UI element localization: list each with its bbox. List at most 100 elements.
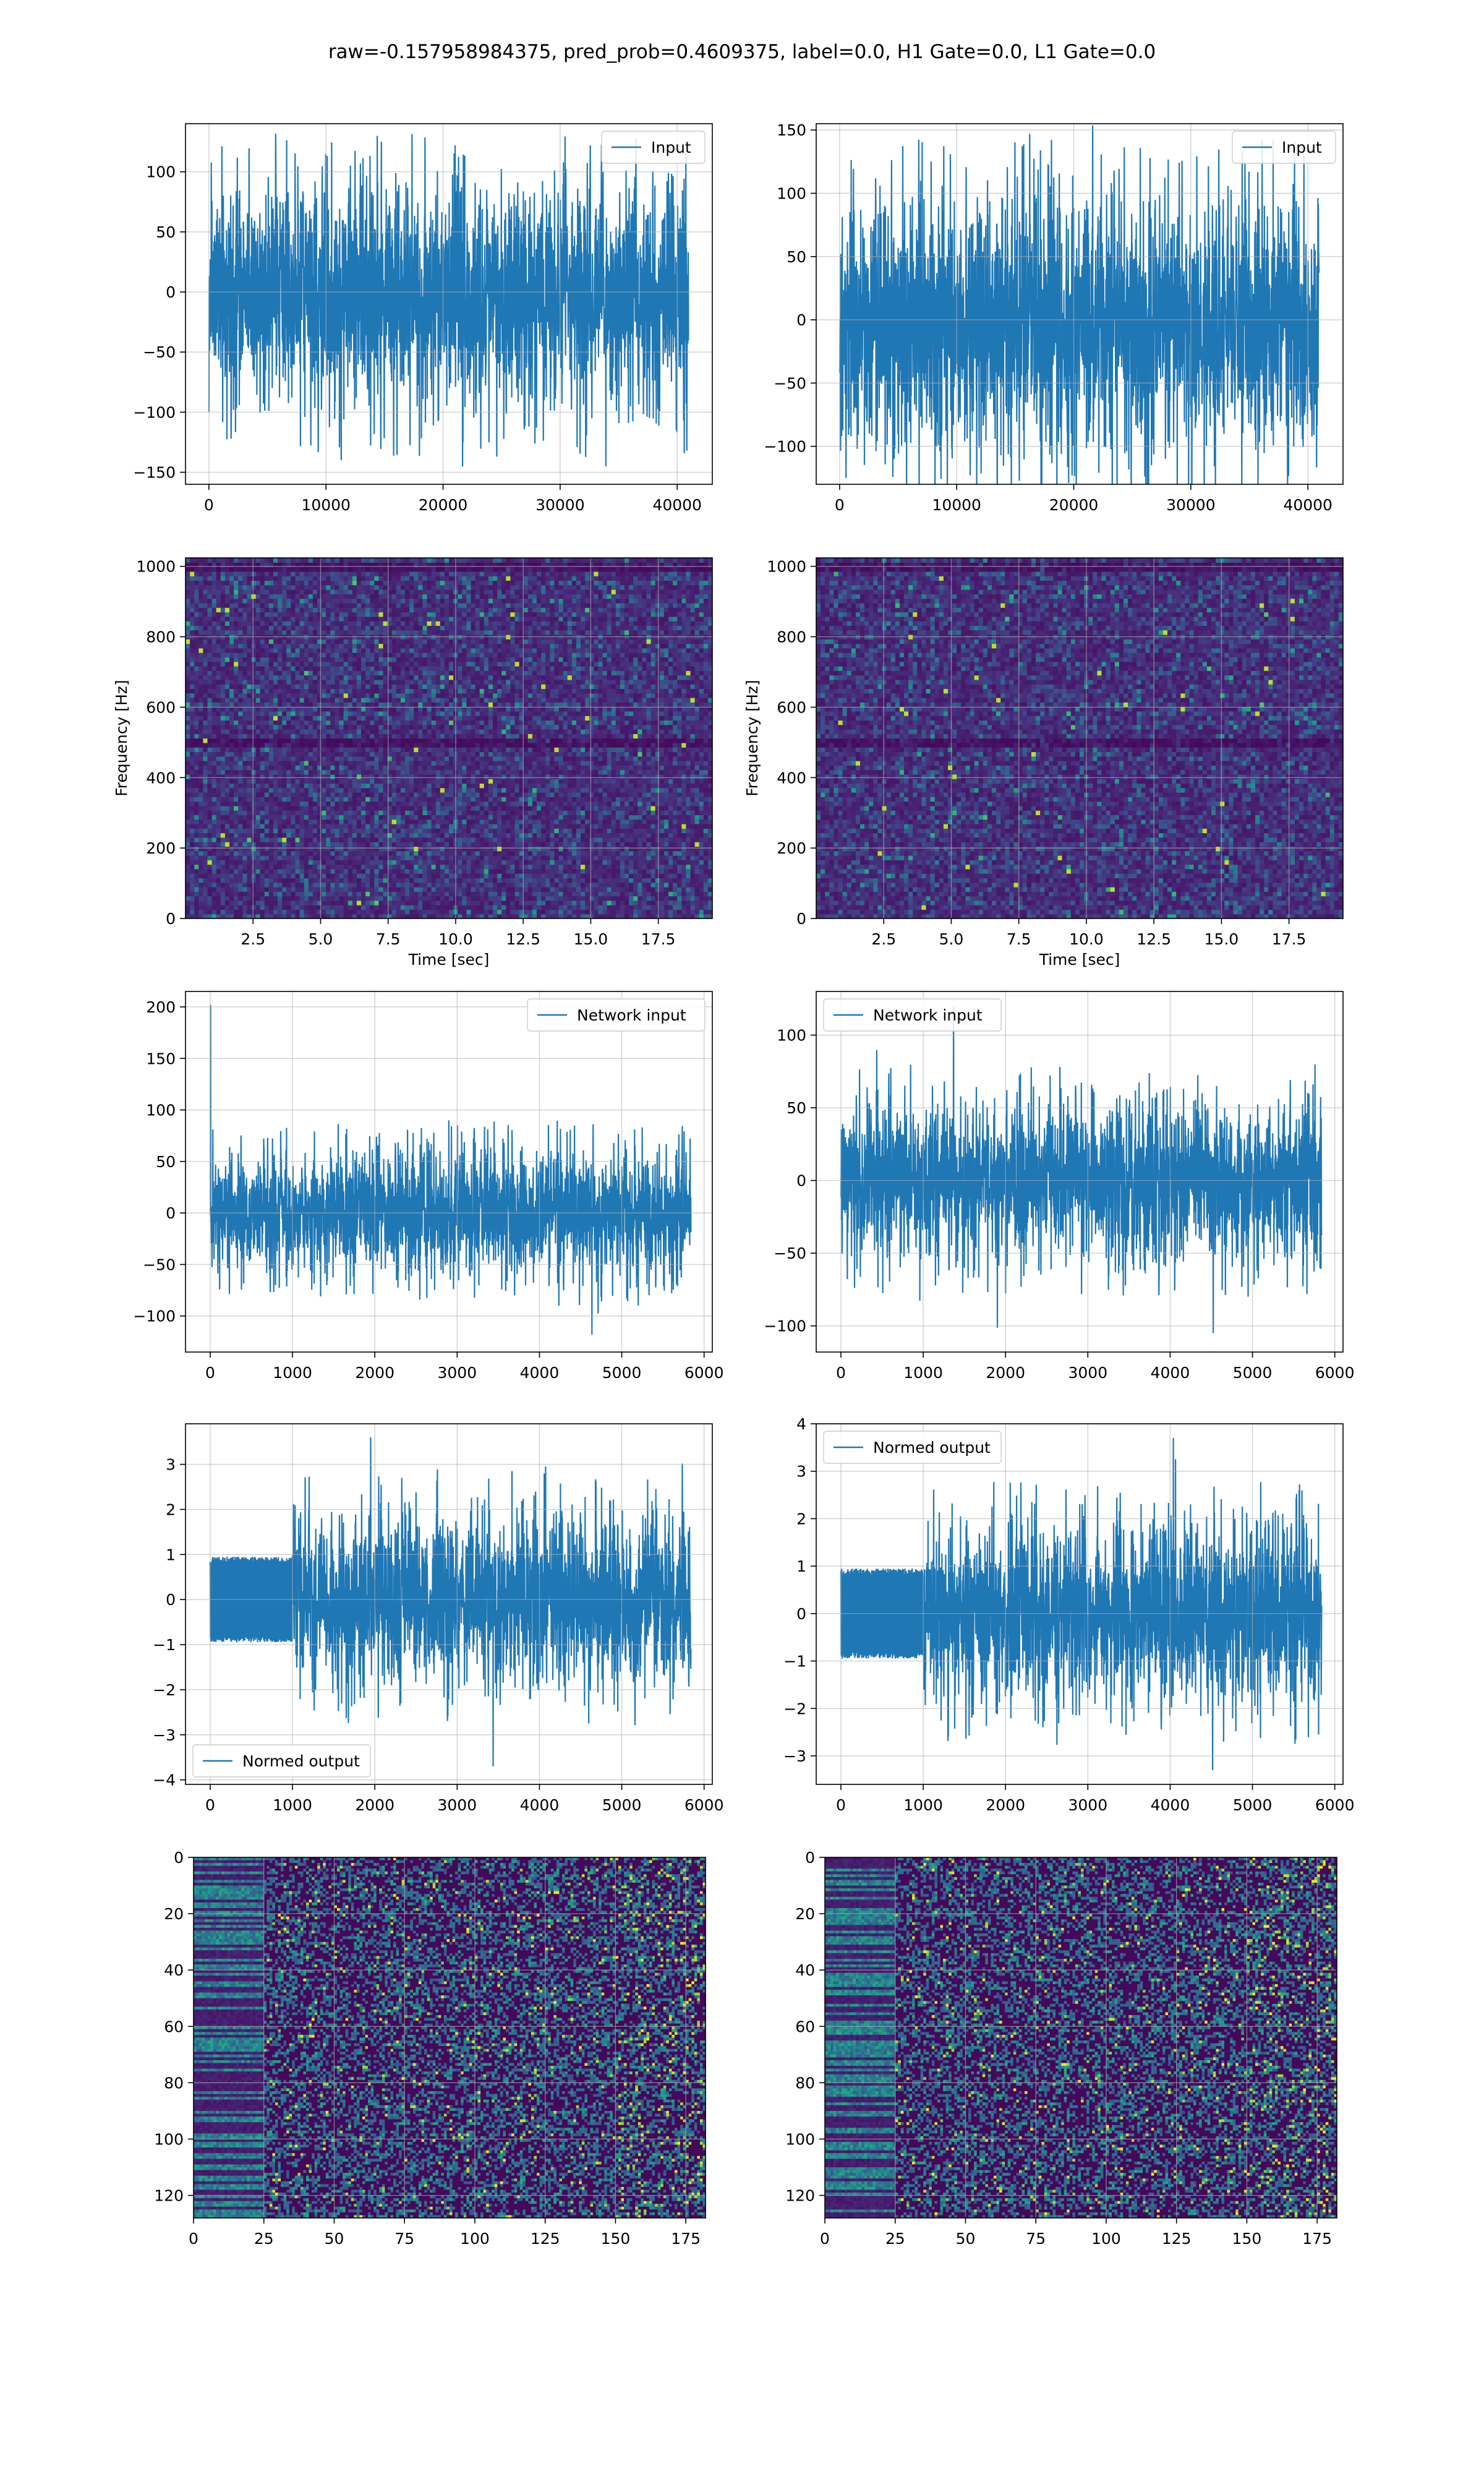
y-tick-label: 40 <box>795 1961 815 1979</box>
x-tick-label: 10.0 <box>438 930 473 948</box>
x-tick-label: 10000 <box>932 496 981 514</box>
x-tick-label: 12.5 <box>506 930 540 948</box>
legend: Input <box>602 131 705 163</box>
x-tick-label: 5.0 <box>939 930 964 948</box>
x-tick-label: 0 <box>205 1364 215 1382</box>
y-tick-label: −50 <box>774 1244 806 1262</box>
y-tick-label: 1 <box>166 1546 176 1564</box>
plot-area <box>841 1438 1321 1770</box>
y-tick-label: 0 <box>796 910 806 928</box>
x-tick-label: 1000 <box>273 1796 312 1814</box>
y-tick-label: 0 <box>805 1849 815 1867</box>
y-tick-label: 0 <box>796 1605 806 1623</box>
y-tick-label: 0 <box>796 311 806 329</box>
panel-row4-right-normed-output: 0 1000 2000 3000 4000 5000 6000 −3 −2 −1 0 1 2 3 4 Norm… <box>736 1418 1355 1840</box>
y-tick-label: −50 <box>774 374 806 392</box>
x-tick-label: 0 <box>835 496 845 514</box>
legend-label: Input <box>651 139 691 156</box>
x-tick-label: 100 <box>460 2230 490 2248</box>
plot-area <box>816 558 1344 919</box>
y-tick-label: 800 <box>146 628 176 646</box>
x-tick-label: 7.5 <box>1007 930 1031 948</box>
x-tick-label: 125 <box>531 2230 560 2248</box>
y-tick-label: −100 <box>764 438 806 456</box>
x-tick-label: 6000 <box>1315 1796 1355 1814</box>
y-tick-label: 600 <box>146 698 176 716</box>
x-tick-label: 30000 <box>535 496 585 514</box>
y-tick-label: 1000 <box>767 558 806 576</box>
x-tick-label: 175 <box>671 2230 701 2248</box>
legend: Normed output <box>193 1745 370 1777</box>
figure-suptitle: raw=-0.157958984375, pred_prob=0.4609375… <box>0 41 1484 63</box>
panel-row5-right-feature-map: 0 25 50 75 100 125 150 175 0 20 40 60 80 100 120 <box>744 1851 1349 2274</box>
x-tick-label: 0 <box>189 2230 198 2248</box>
x-tick-label: 5000 <box>602 1796 642 1814</box>
x-tick-label: 150 <box>601 2230 631 2248</box>
y-tick-label: 120 <box>785 2187 815 2205</box>
y-tick-label: −100 <box>133 1308 176 1325</box>
y-tick-label: 400 <box>146 769 176 787</box>
x-tick-label: 4000 <box>520 1364 560 1382</box>
x-tick-label: 20000 <box>1049 496 1099 514</box>
x-tick-label: 175 <box>1302 2230 1332 2248</box>
y-tick-label: 100 <box>777 1027 806 1045</box>
x-tick-label: 2000 <box>355 1796 394 1814</box>
y-tick-label: 1 <box>796 1557 806 1575</box>
panel-row1-right-input-timeseries: 0 10000 20000 30000 40000 −100 −50 0 50 100 150 Inp… <box>736 118 1355 540</box>
y-tick-label: 150 <box>777 121 806 139</box>
x-tick-label: 5.0 <box>309 930 333 948</box>
y-tick-label: −1 <box>783 1653 806 1671</box>
y-tick-label: 100 <box>777 185 806 203</box>
legend: Network input <box>824 999 1001 1031</box>
y-tick-label: 120 <box>154 2187 184 2205</box>
y-tick-label: 2 <box>796 1510 806 1528</box>
x-tick-label: 3000 <box>1068 1364 1108 1382</box>
y-tick-label: 100 <box>785 2130 815 2148</box>
x-tick-label: 1000 <box>903 1796 943 1814</box>
panel-row2-left-spectrogram: 2.5 5.0 7.5 10.0 12.5 15.0 17.5 0 200 400 600 800 10… <box>105 552 725 974</box>
x-tick-label: 1000 <box>273 1364 312 1382</box>
x-axis-label: Time [sec] <box>408 951 490 969</box>
spectrogram-image <box>186 558 713 919</box>
x-axis-label: Time [sec] <box>1039 951 1120 969</box>
y-axis-label: Frequency [Hz] <box>113 680 130 797</box>
panel-row3-right-network-input: 0 1000 2000 3000 4000 5000 6000 −100 −50 0 50 100 Ne… <box>736 985 1355 1408</box>
legend-label: Network input <box>873 1006 983 1024</box>
x-tick-label: 17.5 <box>1272 930 1307 948</box>
x-tick-label: 6000 <box>684 1796 724 1814</box>
y-tick-label: 100 <box>146 163 176 181</box>
x-tick-label: 0 <box>820 2230 830 2248</box>
y-tick-label: 2 <box>166 1500 176 1518</box>
y-tick-label: −2 <box>783 1700 806 1718</box>
panel-row4-left-normed-output: 0 1000 2000 3000 4000 5000 6000 −4 −3 −2 −1 0 1 2 3 Nor… <box>105 1418 725 1840</box>
y-tick-label: 50 <box>787 1099 806 1117</box>
plot-area <box>209 134 689 466</box>
series-line <box>209 134 689 466</box>
x-tick-label: 6000 <box>1315 1364 1355 1382</box>
y-tick-label: −3 <box>153 1726 176 1744</box>
y-tick-label: 600 <box>777 698 806 716</box>
x-tick-label: 4000 <box>1151 1796 1190 1814</box>
y-tick-label: 0 <box>166 910 176 928</box>
x-tick-label: 1000 <box>903 1364 943 1382</box>
x-tick-label: 15.0 <box>1205 930 1239 948</box>
y-tick-label: 20 <box>795 1905 815 1923</box>
x-tick-label: 2000 <box>986 1364 1025 1382</box>
x-tick-label: 17.5 <box>641 930 676 948</box>
y-tick-label: 3 <box>796 1463 806 1481</box>
y-tick-label: 50 <box>156 223 176 241</box>
y-tick-label: 0 <box>166 1204 176 1222</box>
y-tick-label: −2 <box>153 1681 176 1699</box>
x-tick-label: 7.5 <box>376 930 401 948</box>
x-tick-label: 100 <box>1091 2230 1121 2248</box>
y-tick-label: −4 <box>153 1771 176 1789</box>
y-tick-label: 0 <box>796 1172 806 1190</box>
y-tick-label: 80 <box>164 2074 184 2092</box>
x-tick-label: 125 <box>1162 2230 1192 2248</box>
x-tick-label: 3000 <box>438 1796 477 1814</box>
x-tick-label: 25 <box>254 2230 274 2248</box>
y-axis-label: Frequency [Hz] <box>743 680 761 797</box>
x-tick-label: 0 <box>836 1796 846 1814</box>
x-tick-label: 12.5 <box>1136 930 1171 948</box>
y-tick-label: 200 <box>146 839 176 857</box>
